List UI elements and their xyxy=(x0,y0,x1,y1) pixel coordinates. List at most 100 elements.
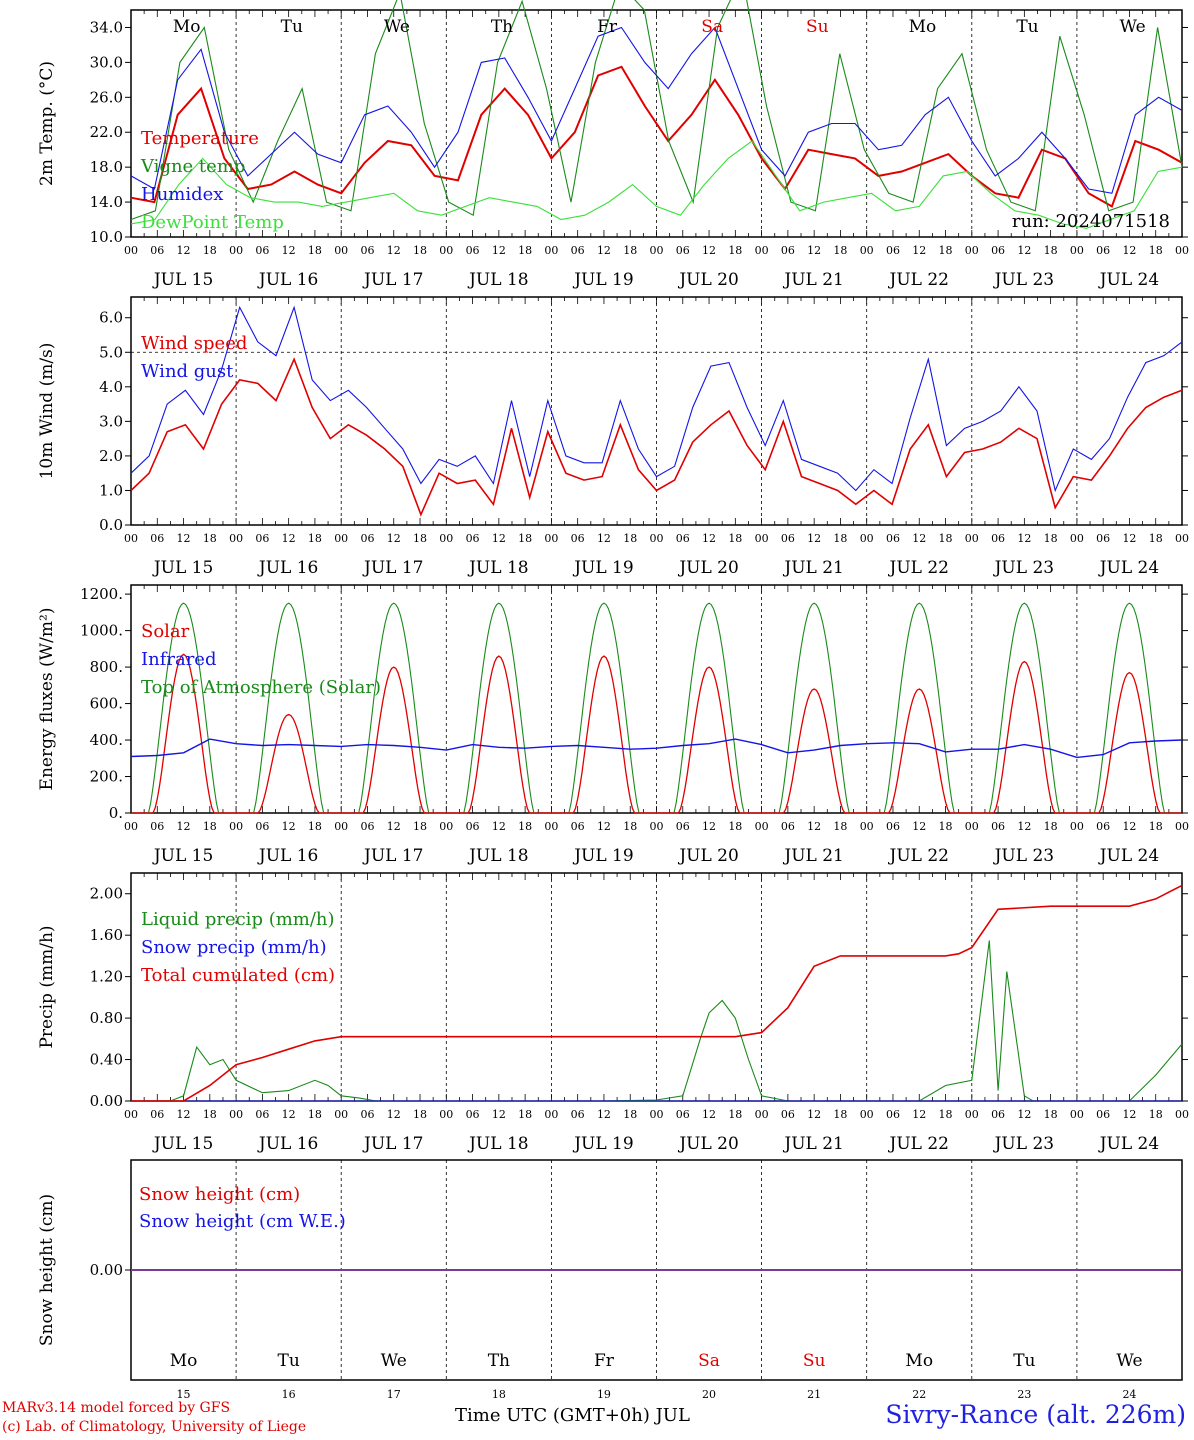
hour-label: 12 xyxy=(177,820,191,833)
hour-label: 00 xyxy=(1070,1108,1084,1121)
hour-label: 12 xyxy=(597,532,611,545)
hour-label: 00 xyxy=(544,820,558,833)
day-number: 22 xyxy=(912,1388,926,1401)
y-tick-label: 200. xyxy=(90,768,123,786)
series-total-cumulated-cm- xyxy=(131,884,1183,1102)
y-axis-title: 10m Wind (m/s) xyxy=(37,343,57,480)
hour-label: 12 xyxy=(1122,244,1136,257)
y-tick-label: 1.60 xyxy=(90,926,123,944)
legend-vigne-temp: Vigne temp xyxy=(140,156,245,177)
hour-label: 18 xyxy=(833,532,847,545)
hour-label: 06 xyxy=(1096,820,1110,833)
hour-label: 12 xyxy=(282,244,296,257)
hour-label: 00 xyxy=(544,532,558,545)
hour-label: 12 xyxy=(702,532,716,545)
weekday-label: We xyxy=(384,17,410,37)
date-label: JUL 21 xyxy=(782,558,843,578)
hour-label: 06 xyxy=(255,1108,269,1121)
hour-label: 00 xyxy=(650,1108,664,1121)
date-label: JUL 20 xyxy=(677,846,738,866)
weekday-label: Tu xyxy=(1013,1351,1035,1371)
weekday-label: We xyxy=(381,1351,407,1371)
weekday-label: Sa xyxy=(701,17,723,37)
hour-label: 00 xyxy=(650,820,664,833)
date-label: JUL 22 xyxy=(888,1134,949,1154)
date-label: JUL 15 xyxy=(152,846,213,866)
hour-label: 06 xyxy=(991,1108,1005,1121)
weekday-label: Tu xyxy=(278,1351,300,1371)
hour-label: 18 xyxy=(1149,1108,1163,1121)
hour-label: 12 xyxy=(387,244,401,257)
y-axis-temp: 10.0 14.0 18.0 22.0 26.0 30.0 34.0 2m Temp. (°C… xyxy=(37,18,1188,246)
hour-label: 06 xyxy=(571,244,585,257)
hour-label: 12 xyxy=(597,244,611,257)
hour-label: 18 xyxy=(308,1108,322,1121)
date-label: JUL 24 xyxy=(1098,270,1159,290)
x-hour-labels: 00 06 12 18 00 06 12 18 00 06 12 18 00 06 12 18 00 06 12 18… xyxy=(124,244,1189,290)
hour-label: 06 xyxy=(781,820,795,833)
hour-label: 06 xyxy=(571,1108,585,1121)
hour-label: 00 xyxy=(755,244,769,257)
hour-label: 18 xyxy=(728,244,742,257)
hour-label: 00 xyxy=(755,1108,769,1121)
hour-label: 06 xyxy=(255,244,269,257)
hour-label: 18 xyxy=(308,244,322,257)
hour-label: 06 xyxy=(466,244,480,257)
series-solar xyxy=(131,653,1182,814)
hour-label: 00 xyxy=(1175,1108,1189,1121)
date-label: JUL 19 xyxy=(572,846,633,866)
hour-label: 06 xyxy=(676,1108,690,1121)
y-tick-label: 4.0 xyxy=(99,378,123,396)
hour-label: 12 xyxy=(177,244,191,257)
panel-3-frame xyxy=(130,584,1183,814)
hour-label: 06 xyxy=(360,1108,374,1121)
y-tick-label: 0.00 xyxy=(90,1261,123,1279)
date-label: JUL 22 xyxy=(888,558,949,578)
hour-label: 12 xyxy=(492,820,506,833)
hour-label: 18 xyxy=(518,244,532,257)
date-label: JUL 16 xyxy=(257,846,318,866)
weekday-label: Mo xyxy=(173,17,201,37)
date-label: JUL 15 xyxy=(152,270,213,290)
hour-label: 00 xyxy=(1070,532,1084,545)
weekday-label: Tu xyxy=(1016,17,1038,37)
date-label: JUL 19 xyxy=(572,1134,633,1154)
date-label: JUL 21 xyxy=(782,846,843,866)
hour-label: 12 xyxy=(912,820,926,833)
hour-label: 00 xyxy=(860,820,874,833)
hour-label: 00 xyxy=(650,244,664,257)
hour-label: 00 xyxy=(965,1108,979,1121)
date-label: JUL 18 xyxy=(467,558,528,578)
hour-label: 00 xyxy=(229,820,243,833)
hour-label: 18 xyxy=(1149,244,1163,257)
date-label: JUL 21 xyxy=(782,1134,843,1154)
weekday-label: Tu xyxy=(281,17,303,37)
hour-label: 06 xyxy=(571,532,585,545)
hour-label: 12 xyxy=(807,1108,821,1121)
hour-label: 12 xyxy=(177,1108,191,1121)
date-label: JUL 19 xyxy=(572,270,633,290)
y-tick-label: 3.0 xyxy=(99,412,123,430)
hour-label: 00 xyxy=(860,532,874,545)
hour-label: 06 xyxy=(991,820,1005,833)
hour-label: 18 xyxy=(413,1108,427,1121)
hour-label: 18 xyxy=(413,820,427,833)
y-tick-label: 6.0 xyxy=(99,309,123,327)
hour-label: 18 xyxy=(833,820,847,833)
hour-label: 12 xyxy=(492,1108,506,1121)
y-tick-label: 30.0 xyxy=(90,53,123,71)
hour-label: 12 xyxy=(1017,244,1031,257)
x-axis-title: Time UTC (GMT+0h) JUL xyxy=(455,1405,690,1426)
hour-label: 18 xyxy=(413,244,427,257)
hour-label: 00 xyxy=(334,1108,348,1121)
hour-label: 12 xyxy=(597,1108,611,1121)
hour-label: 12 xyxy=(912,244,926,257)
y-tick-label: 0.40 xyxy=(90,1051,123,1069)
hour-label: 06 xyxy=(360,820,374,833)
hour-label: 06 xyxy=(466,820,480,833)
date-label: JUL 18 xyxy=(467,270,528,290)
day-number: 23 xyxy=(1017,1388,1031,1401)
hour-label: 12 xyxy=(807,820,821,833)
hour-label: 06 xyxy=(886,1108,900,1121)
y-tick-label: 1.20 xyxy=(90,968,123,986)
